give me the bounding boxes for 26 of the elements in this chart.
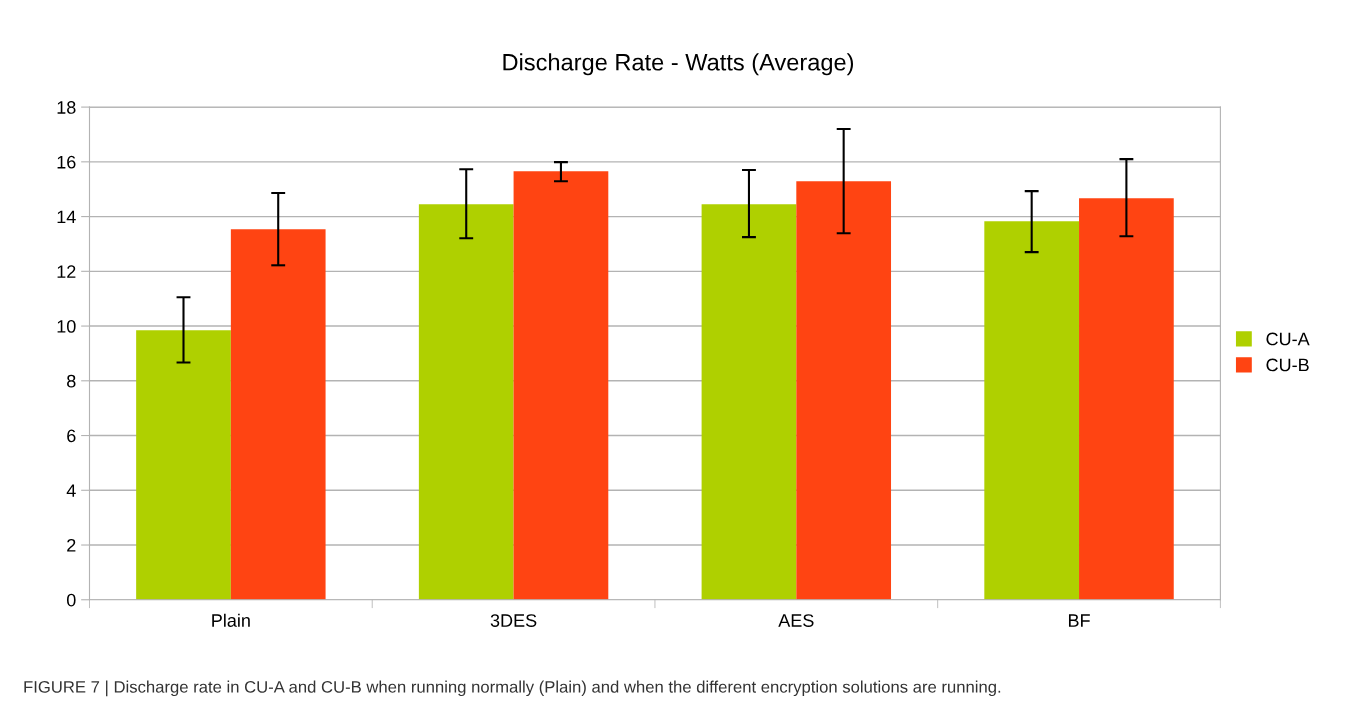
bar (984, 221, 1080, 600)
bar (136, 330, 231, 600)
y-tick-label: 12 (57, 265, 76, 278)
y-tick-label: 0 (66, 593, 76, 607)
bar (1079, 198, 1174, 600)
x-tick-label: Plain (212, 613, 250, 627)
x-tick-label: AES (778, 614, 814, 627)
caption: FIGURE 7 | Discharge rate in CU-A and CU-B when running normally (Plain) and when the different encryption solutions are running. (24, 680, 1001, 697)
y-tick-label: 2 (67, 538, 76, 552)
legend-label: CU-B (1266, 358, 1309, 372)
legend-label: CU-A (1266, 332, 1310, 346)
x-tick-label: 3DES (490, 614, 537, 627)
y-tick-label: 8 (67, 374, 76, 388)
y-tick-label: 18 (57, 101, 76, 114)
bar (513, 171, 609, 600)
bar (701, 204, 797, 600)
y-tick-label: 4 (66, 484, 76, 497)
y-tick-label: 10 (57, 319, 76, 333)
y-tick-label: 6 (67, 429, 76, 443)
bar (230, 229, 326, 600)
bar (418, 204, 514, 600)
y-tick-label: 16 (57, 155, 76, 169)
y-tick-label: 14 (57, 210, 76, 224)
x-tick-label: BF (1068, 614, 1090, 627)
bar (796, 181, 892, 600)
chart-title: Discharge Rate - Watts (Average) (503, 53, 854, 76)
